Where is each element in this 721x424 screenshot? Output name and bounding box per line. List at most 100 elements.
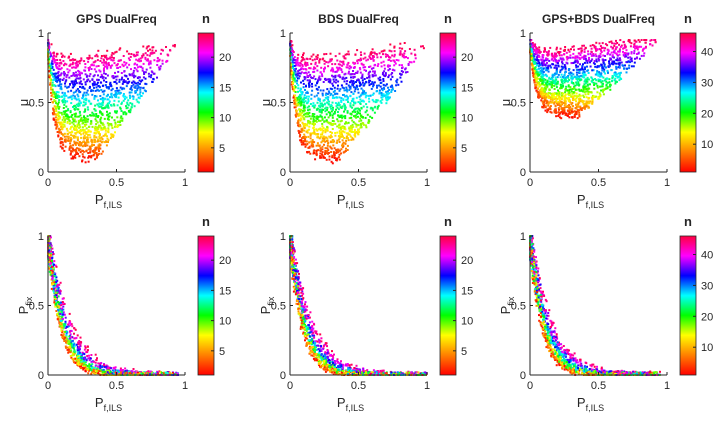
scatter-point [611,55,614,58]
scatter-point [129,55,132,58]
scatter-point [332,144,335,147]
scatter-point [57,70,60,73]
scatter-point [334,134,337,137]
scatter-point [99,98,102,101]
scatter-point [74,115,77,118]
scatter-point [295,75,298,78]
scatter-point [535,79,538,81]
scatter-point [551,99,554,102]
scatter-point [67,349,70,352]
scatter-point [600,81,603,84]
scatter-point [293,61,296,64]
scatter-point [127,57,130,60]
scatter-point [138,93,141,96]
scatter-point [319,156,322,159]
scatter-point [575,60,578,63]
scatter-point [93,149,95,152]
scatter-point [298,114,301,117]
scatter-point [337,151,340,154]
scatter-point [586,83,589,86]
scatter-point [63,71,65,73]
scatter-point [73,97,76,100]
scatter-point [118,80,121,83]
scatter-point [613,79,616,82]
scatter-point [307,75,310,77]
scatter-point [133,105,136,108]
scatter-point [291,71,294,74]
scatter-point [55,94,58,97]
scatter-point [99,120,102,123]
scatter-point [577,68,580,71]
scatter-point [308,81,311,84]
scatter-point [77,73,80,76]
scatter-point [122,55,125,57]
scatter-point [66,133,69,135]
scatter-point [116,116,119,119]
scatter-point [615,59,618,62]
scatter-point [364,111,367,114]
scatter-point [560,101,563,104]
scatter-point [333,112,336,115]
scatter-point [66,74,68,77]
scatter-point [633,61,636,64]
scatter-point [78,77,81,80]
scatter-point [302,86,305,89]
scatter-point [110,93,113,96]
scatter-point [349,126,352,129]
scatter-point [349,104,352,107]
scatter-point [55,93,58,96]
scatter-point [82,155,85,158]
scatter-point [530,52,533,55]
scatter-point [330,123,333,126]
scatter-point [542,94,545,97]
scatter-point [72,149,75,151]
scatter-point [139,88,142,91]
scatter-point [410,61,413,64]
scatter-point [74,91,77,93]
scatter-point [326,144,329,147]
scatter-point [344,142,347,145]
scatter-point [121,117,124,120]
scatter-point [84,110,87,113]
scatter-point [567,57,570,59]
scatter-point [361,79,364,82]
scatter-point [400,73,403,76]
scatter-point [559,83,562,86]
scatter-point [129,97,131,100]
scatter-point [363,69,366,71]
scatter-point [316,118,319,120]
scatter-point [302,143,305,146]
scatter-point [359,109,361,112]
scatter-point [114,369,117,371]
scatter-point [336,139,339,142]
scatter-point [567,106,570,108]
scatter-point [548,59,551,62]
scatter-point [552,63,554,66]
scatter-point [533,67,536,70]
scatter-point [344,128,347,131]
scatter-point [359,114,362,117]
scatter-point [57,114,60,117]
scatter-point [309,73,312,76]
scatter-point [536,82,539,85]
scatter-point [134,62,137,65]
scatter-point [117,70,120,73]
scatter-point [92,84,95,87]
scatter-point [340,152,342,155]
scatter-point [318,104,321,107]
scatter-point [62,305,65,308]
scatter-point [332,75,335,78]
scatter-point [103,141,106,144]
scatter-point [79,128,82,131]
scatter-point [166,59,169,62]
scatter-point [395,84,398,87]
scatter-point [103,61,106,64]
scatter-point [565,106,568,108]
scatter-point [295,115,297,118]
scatter-point [375,99,378,102]
scatter-point [367,94,370,97]
scatter-point [346,90,349,93]
scatter-point [300,93,303,96]
scatter-point [551,74,554,77]
scatter-point [575,105,578,108]
